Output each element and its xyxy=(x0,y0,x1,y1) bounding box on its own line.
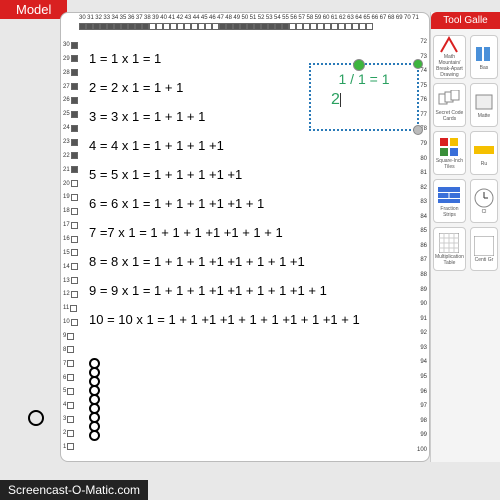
tool-base[interactable]: Bas xyxy=(470,35,498,79)
clock-icon xyxy=(474,187,494,209)
tool-label: Matte xyxy=(478,113,491,119)
counter-single[interactable] xyxy=(28,410,44,426)
tool-label: Fraction Strips xyxy=(435,206,464,218)
tool-label: Math Mountain/ Break-Apart Drawing xyxy=(435,54,464,78)
workspace-panel: 3031323334353637383940414243444546474849… xyxy=(60,12,430,462)
equation-line: 10 = 10 x 1 = 1 + 1 +1 +1 + 1 + 1 +1 + 1… xyxy=(89,312,360,327)
centi-icon xyxy=(474,235,494,257)
rotate-handle-icon[interactable] xyxy=(413,59,423,69)
tool-matte[interactable]: Matte xyxy=(470,83,498,127)
tool-centi[interactable]: Centi Gr xyxy=(470,227,498,271)
matte-icon xyxy=(474,91,494,113)
math-mountain-icon xyxy=(439,36,459,54)
equation-line: 9 = 9 x 1 = 1 + 1 + 1 +1 +1 + 1 + 1 +1 +… xyxy=(89,283,360,298)
ru-icon xyxy=(474,139,494,161)
secret-code-icon xyxy=(438,88,460,110)
tool-math-mountain[interactable]: Math Mountain/ Break-Apart Drawing xyxy=(433,35,466,79)
counter-stack[interactable] xyxy=(89,360,100,441)
tool-label: Secret Code Cards xyxy=(435,110,464,122)
text-cursor-icon xyxy=(340,93,341,107)
tool-gallery-title: Tool Galle xyxy=(431,12,500,29)
equation-line: 5 = 5 x 1 = 1 + 1 + 1 +1 +1 xyxy=(89,167,360,182)
ruler-top: 3031323334353637383940414243444546474849… xyxy=(79,15,419,37)
equation-line: 6 = 6 x 1 = 1 + 1 + 1 +1 +1 + 1 xyxy=(89,196,360,211)
watermark: Screencast-O-Matic.com xyxy=(0,480,148,500)
tool-label: Ru xyxy=(481,161,487,167)
equation-line: 7 =7 x 1 = 1 + 1 + 1 +1 +1 + 1 + 1 xyxy=(89,225,360,240)
annotation-textbox[interactable]: 1 / 1 = 1 2 xyxy=(309,63,419,131)
annotation-line1: 1 / 1 = 1 xyxy=(317,71,411,87)
tool-square-inch[interactable]: Square-Inch Tiles xyxy=(433,131,466,175)
base-icon xyxy=(474,43,494,65)
equation-line: 4 = 4 x 1 = 1 + 1 + 1 +1 xyxy=(89,138,360,153)
tool-label: Cl xyxy=(482,209,487,215)
resize-handle-icon[interactable] xyxy=(413,125,423,135)
model-tab[interactable]: Model xyxy=(0,0,67,19)
tool-gallery-panel: Tool Galle Math Mountain/ Break-Apart Dr… xyxy=(430,12,500,462)
tool-mult-table[interactable]: Multiplication Table xyxy=(433,227,466,271)
tool-label: Square-Inch Tiles xyxy=(435,158,464,170)
tool-label: Centi Gr xyxy=(475,257,494,263)
ruler-left: 3029282726252423222120191817161514131211… xyxy=(63,39,79,453)
fraction-strips-icon xyxy=(438,184,460,206)
tool-secret-code[interactable]: Secret Code Cards xyxy=(433,83,466,127)
tool-fraction-strips[interactable]: Fraction Strips xyxy=(433,179,466,223)
mult-table-icon xyxy=(439,232,459,254)
tool-label: Bas xyxy=(480,65,489,71)
tool-ru[interactable]: Ru xyxy=(470,131,498,175)
tool-label: Multiplication Table xyxy=(435,254,464,266)
equation-line: 8 = 8 x 1 = 1 + 1 + 1 +1 +1 + 1 + 1 +1 xyxy=(89,254,360,269)
tool-clock[interactable]: Cl xyxy=(470,179,498,223)
square-inch-icon xyxy=(439,136,459,158)
resize-handle-icon[interactable] xyxy=(353,59,365,71)
annotation-line2: 2 xyxy=(317,91,411,109)
